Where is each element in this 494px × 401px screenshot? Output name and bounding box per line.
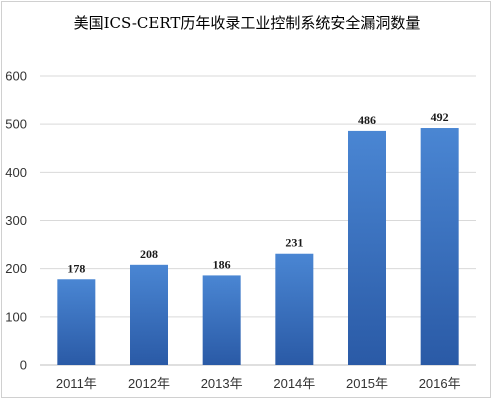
y-tick-label: 0: [20, 358, 27, 373]
bars: [57, 128, 459, 365]
y-tick-label: 400: [5, 165, 27, 180]
x-tick-label: 2014年: [273, 376, 315, 391]
x-tick-label: 2012年: [128, 376, 170, 391]
bar-2013年: [202, 275, 241, 365]
x-tick-label: 2013年: [201, 376, 243, 391]
bar-2015年: [348, 130, 386, 365]
x-tick-label: 2016年: [419, 376, 461, 391]
y-tick-label: 600: [5, 69, 27, 84]
data-label: 231: [285, 236, 303, 250]
data-label: 492: [431, 110, 449, 124]
y-tick-label: 100: [5, 309, 27, 324]
data-label: 178: [67, 261, 85, 275]
bar-2014年: [275, 253, 314, 365]
x-axis-ticks: 2011年 2012年 2013年 2014年 2015年 2016年: [56, 376, 461, 391]
bar-2016年: [420, 128, 459, 365]
y-axis-ticks: 0 100 200 300 400 500 600: [5, 69, 27, 373]
x-tick-label: 2015年: [346, 376, 388, 391]
data-label: 486: [358, 113, 376, 127]
bar-2012年: [130, 264, 168, 365]
data-label: 208: [140, 247, 158, 261]
data-label: 186: [213, 257, 231, 271]
chart-title: 美国ICS-CERT历年收录工业控制系统安全漏洞数量: [73, 14, 421, 32]
y-tick-label: 300: [5, 213, 27, 228]
y-tick-label: 500: [5, 117, 27, 132]
x-tick-label: 2011年: [56, 376, 97, 391]
gridlines: [40, 75, 476, 366]
data-labels: 178 208 186 231 486 492: [67, 110, 448, 275]
bar-2011年: [57, 279, 96, 365]
y-tick-label: 200: [5, 261, 27, 276]
